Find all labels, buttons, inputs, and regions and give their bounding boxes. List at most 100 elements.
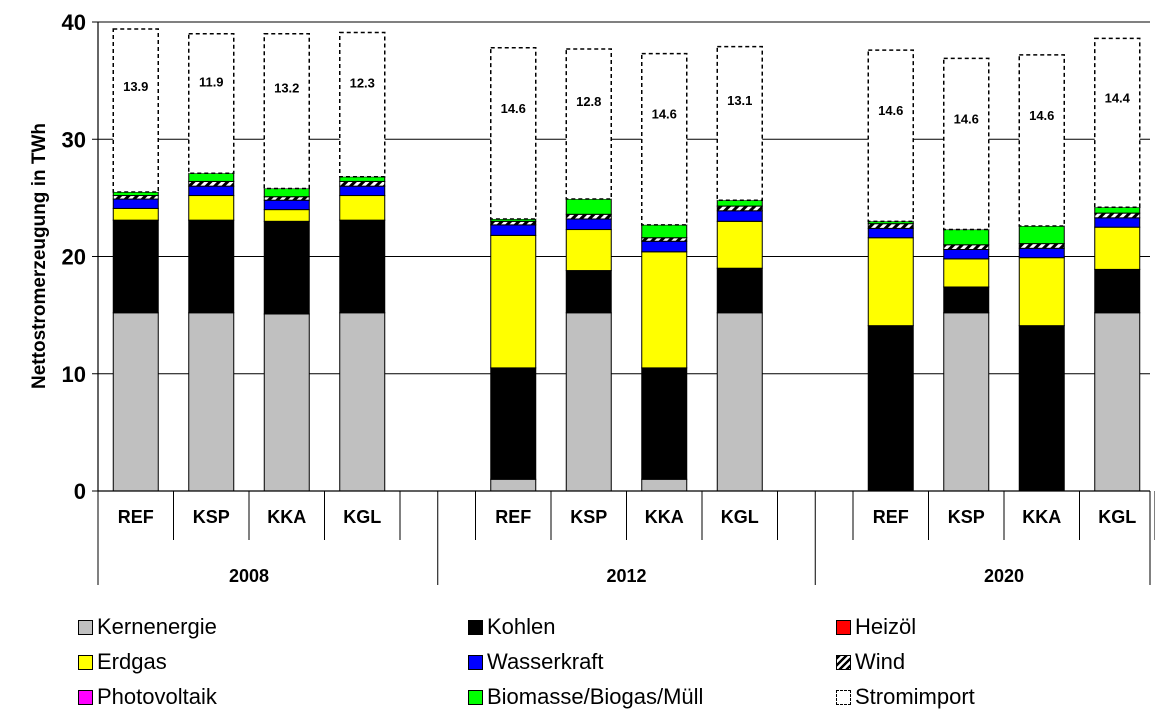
bar-segment-erdgas: [944, 259, 989, 287]
legend-swatch: [836, 655, 851, 670]
x-group-label: 2020: [984, 566, 1024, 586]
legend-item: Stromimport: [836, 684, 975, 710]
legend-swatch: [468, 655, 483, 670]
x-category-label: KSP: [948, 507, 985, 527]
legend-swatch: [468, 690, 483, 705]
bar-segment-erdgas: [868, 238, 913, 326]
data-label: 14.6: [954, 111, 979, 126]
bar-segment-kernenergie: [491, 479, 536, 491]
bar-segment-wind: [340, 181, 385, 186]
legend-label: Kernenergie: [97, 614, 217, 640]
chart: Nettostromerzeugung in TWh 0 10 20 30 40 13.…: [0, 0, 1155, 600]
bar-segment-wind: [944, 245, 989, 250]
bar-segment-stromimport: [491, 48, 536, 219]
legend-swatch: [468, 620, 483, 635]
bar-segment-stromimport: [1095, 38, 1140, 207]
bar-segment-erdgas: [340, 196, 385, 221]
bar-segment-kohlen: [566, 271, 611, 313]
bar-segment-biomasse-biogas-m-ll: [1095, 207, 1140, 213]
bar-segment-wind: [1019, 244, 1064, 249]
legend-item: Wasserkraft: [468, 649, 604, 675]
legend-label: Biomasse/Biogas/Müll: [487, 684, 703, 710]
bar-segment-stromimport: [264, 34, 309, 189]
bar-segment-stromimport: [717, 47, 762, 201]
x-category-label: REF: [118, 507, 154, 527]
bar-segment-kohlen: [1095, 269, 1140, 312]
legend-item: Erdgas: [78, 649, 167, 675]
bar-segment-wasserkraft: [944, 249, 989, 258]
legend-label: Wasserkraft: [487, 649, 604, 675]
x-category-label: KKA: [1022, 507, 1061, 527]
bar-segment-wasserkraft: [717, 211, 762, 222]
legend-label: Heizöl: [855, 614, 916, 640]
bar-segment-stromimport: [868, 50, 913, 221]
bar-segment-biomasse-biogas-m-ll: [642, 225, 687, 238]
bar-segment-kernenergie: [642, 479, 687, 491]
bar-segment-wasserkraft: [1095, 218, 1140, 227]
bars: 13.9 11.9 13.2 12.3 14.6 12.8 14.6 13.1 14.6 14.6…: [113, 29, 1140, 491]
bar-segment-wasserkraft: [868, 228, 913, 237]
bar-segment-kohlen: [944, 287, 989, 313]
bar-segment-stromimport: [340, 33, 385, 177]
bar-segment-erdgas: [1095, 227, 1140, 269]
bar-segment-wind: [264, 197, 309, 201]
x-category-label: KSP: [193, 507, 230, 527]
bar-segment-biomasse-biogas-m-ll: [566, 199, 611, 214]
data-label: 13.9: [123, 79, 148, 94]
bar-segment-wind: [868, 224, 913, 229]
y-tick-label: 40: [62, 10, 86, 35]
bar-segment-kernenergie: [566, 313, 611, 491]
y-axis-ticks: 0 10 20 30 40: [62, 10, 98, 504]
data-label: 13.2: [274, 81, 299, 96]
bar-segment-kohlen: [868, 326, 913, 491]
bar-segment-kernenergie: [340, 313, 385, 491]
bar-segment-wasserkraft: [189, 186, 234, 195]
bar-segment-kernenergie: [264, 314, 309, 491]
legend-swatch: [78, 690, 93, 705]
bar-segment-erdgas: [566, 230, 611, 271]
bar-segment-wind: [491, 221, 536, 225]
bar-segment-stromimport: [1019, 55, 1064, 226]
legend-swatch: [78, 620, 93, 635]
legend-item: Kernenergie: [78, 614, 217, 640]
bar-segment-erdgas: [189, 196, 234, 221]
x-category-label: KKA: [645, 507, 684, 527]
bar-segment-erdgas: [113, 208, 158, 220]
y-tick-label: 0: [74, 479, 86, 504]
bar-segment-kohlen: [491, 368, 536, 479]
bar-segment-wind: [113, 196, 158, 200]
legend-item: Photovoltaik: [78, 684, 217, 710]
bar-segment-kohlen: [717, 268, 762, 313]
bar-segment-wasserkraft: [566, 219, 611, 230]
legend-swatch: [836, 620, 851, 635]
x-category-label: KGL: [1098, 507, 1136, 527]
data-label: 14.4: [1105, 91, 1131, 106]
bar-segment-kernenergie: [1095, 313, 1140, 491]
bar-segment-biomasse-biogas-m-ll: [717, 200, 762, 206]
bar-segment-kohlen: [1019, 326, 1064, 491]
x-group-label: 2008: [229, 566, 269, 586]
x-category-label: KSP: [570, 507, 607, 527]
data-label: 14.6: [652, 107, 677, 122]
y-tick-label: 10: [62, 362, 86, 387]
bar-segment-wasserkraft: [642, 241, 687, 252]
legend-label: Stromimport: [855, 684, 975, 710]
bar-segment-biomasse-biogas-m-ll: [264, 188, 309, 196]
bar-segment-wind: [566, 214, 611, 219]
bar-segment-erdgas: [264, 210, 309, 222]
bar-segment-biomasse-biogas-m-ll: [189, 173, 234, 181]
bar-segment-wind: [717, 206, 762, 211]
x-group-label: 2012: [606, 566, 646, 586]
legend-item: Wind: [836, 649, 905, 675]
bar-segment-wasserkraft: [264, 200, 309, 209]
bar-segment-kernenergie: [189, 313, 234, 491]
y-tick-label: 20: [62, 245, 86, 270]
legend-label: Erdgas: [97, 649, 167, 675]
bar-segment-wasserkraft: [340, 186, 385, 195]
legend-item: Kohlen: [468, 614, 556, 640]
bar-segment-stromimport: [113, 29, 158, 192]
bar-segment-stromimport: [566, 49, 611, 199]
bar-segment-erdgas: [717, 221, 762, 268]
data-label: 14.6: [1029, 108, 1054, 123]
legend-label: Kohlen: [487, 614, 556, 640]
